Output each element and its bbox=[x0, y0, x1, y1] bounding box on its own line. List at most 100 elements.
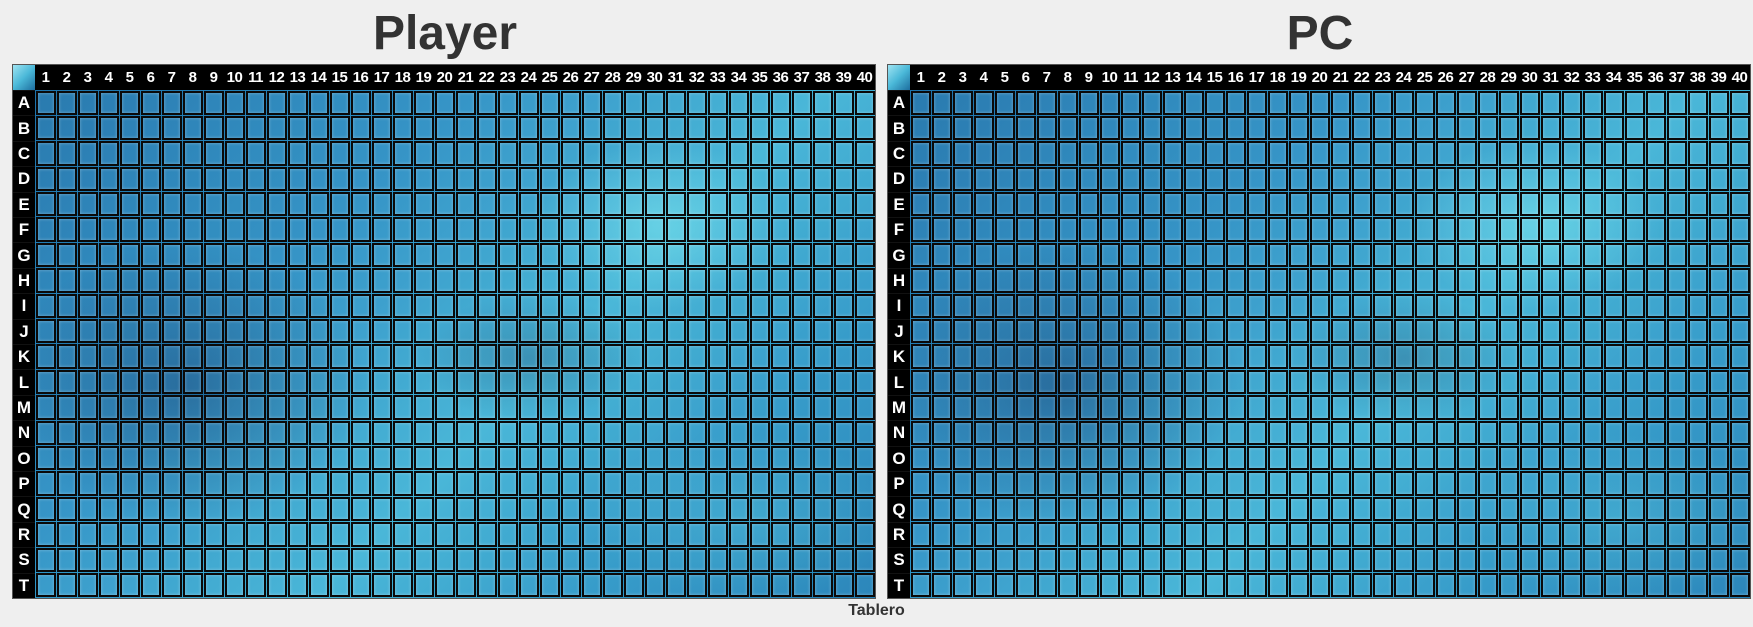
pc-cell-M9[interactable] bbox=[1078, 395, 1099, 420]
player-cell-S23[interactable] bbox=[497, 547, 518, 573]
player-cell-P18[interactable] bbox=[392, 471, 413, 496]
player-cell-L33[interactable] bbox=[707, 369, 728, 395]
player-cell-S2[interactable] bbox=[56, 547, 77, 573]
pc-cell-C40[interactable] bbox=[1729, 141, 1750, 166]
player-cell-F8[interactable] bbox=[182, 217, 203, 242]
player-cell-F14[interactable] bbox=[308, 217, 329, 242]
pc-cell-C29[interactable] bbox=[1498, 141, 1519, 166]
pc-cell-J15[interactable] bbox=[1204, 319, 1225, 344]
player-cell-Q13[interactable] bbox=[287, 496, 308, 522]
player-cell-P30[interactable] bbox=[644, 471, 665, 496]
pc-cell-I25[interactable] bbox=[1414, 293, 1435, 319]
player-cell-Q7[interactable] bbox=[161, 496, 182, 522]
pc-cell-H34[interactable] bbox=[1603, 268, 1624, 293]
pc-cell-J35[interactable] bbox=[1624, 319, 1645, 344]
player-cell-H26[interactable] bbox=[560, 268, 581, 293]
pc-cell-J3[interactable] bbox=[952, 319, 973, 344]
pc-cell-J1[interactable] bbox=[910, 319, 931, 344]
player-cell-L24[interactable] bbox=[518, 369, 539, 395]
player-cell-N12[interactable] bbox=[266, 420, 287, 446]
player-cell-N1[interactable] bbox=[35, 420, 56, 446]
pc-cell-I27[interactable] bbox=[1456, 293, 1477, 319]
player-cell-Q6[interactable] bbox=[140, 496, 161, 522]
pc-cell-K38[interactable] bbox=[1687, 344, 1708, 369]
player-cell-N8[interactable] bbox=[182, 420, 203, 446]
pc-cell-P33[interactable] bbox=[1582, 471, 1603, 496]
pc-cell-K23[interactable] bbox=[1372, 344, 1393, 369]
player-cell-Q16[interactable] bbox=[350, 496, 371, 522]
player-cell-D34[interactable] bbox=[728, 166, 749, 192]
pc-cell-S11[interactable] bbox=[1120, 547, 1141, 573]
pc-cell-L34[interactable] bbox=[1603, 369, 1624, 395]
pc-cell-E39[interactable] bbox=[1708, 192, 1729, 217]
player-cell-B7[interactable] bbox=[161, 115, 182, 141]
pc-cell-T18[interactable] bbox=[1267, 573, 1288, 598]
player-cell-D36[interactable] bbox=[770, 166, 791, 192]
player-cell-E13[interactable] bbox=[287, 192, 308, 217]
pc-cell-D5[interactable] bbox=[994, 166, 1015, 192]
pc-cell-J6[interactable] bbox=[1015, 319, 1036, 344]
pc-cell-G17[interactable] bbox=[1246, 242, 1267, 268]
pc-cell-C25[interactable] bbox=[1414, 141, 1435, 166]
pc-cell-R36[interactable] bbox=[1645, 522, 1666, 547]
player-cell-A27[interactable] bbox=[581, 90, 602, 115]
pc-cell-E18[interactable] bbox=[1267, 192, 1288, 217]
pc-cell-D32[interactable] bbox=[1561, 166, 1582, 192]
pc-cell-D28[interactable] bbox=[1477, 166, 1498, 192]
pc-cell-J9[interactable] bbox=[1078, 319, 1099, 344]
player-cell-I10[interactable] bbox=[224, 293, 245, 319]
player-cell-H8[interactable] bbox=[182, 268, 203, 293]
pc-cell-A7[interactable] bbox=[1036, 90, 1057, 115]
pc-cell-E13[interactable] bbox=[1162, 192, 1183, 217]
pc-cell-J38[interactable] bbox=[1687, 319, 1708, 344]
player-cell-K9[interactable] bbox=[203, 344, 224, 369]
pc-cell-B31[interactable] bbox=[1540, 115, 1561, 141]
player-cell-E9[interactable] bbox=[203, 192, 224, 217]
pc-cell-K12[interactable] bbox=[1141, 344, 1162, 369]
pc-cell-A27[interactable] bbox=[1456, 90, 1477, 115]
pc-cell-J11[interactable] bbox=[1120, 319, 1141, 344]
player-cell-M2[interactable] bbox=[56, 395, 77, 420]
pc-cell-E2[interactable] bbox=[931, 192, 952, 217]
pc-cell-M11[interactable] bbox=[1120, 395, 1141, 420]
player-cell-R22[interactable] bbox=[476, 522, 497, 547]
player-cell-E25[interactable] bbox=[539, 192, 560, 217]
pc-cell-N37[interactable] bbox=[1666, 420, 1687, 446]
pc-cell-N27[interactable] bbox=[1456, 420, 1477, 446]
pc-cell-C14[interactable] bbox=[1183, 141, 1204, 166]
player-cell-K30[interactable] bbox=[644, 344, 665, 369]
player-cell-H2[interactable] bbox=[56, 268, 77, 293]
pc-cell-Q7[interactable] bbox=[1036, 496, 1057, 522]
pc-cell-A32[interactable] bbox=[1561, 90, 1582, 115]
player-cell-L40[interactable] bbox=[854, 369, 875, 395]
player-cell-K7[interactable] bbox=[161, 344, 182, 369]
player-cell-Q37[interactable] bbox=[791, 496, 812, 522]
player-cell-A9[interactable] bbox=[203, 90, 224, 115]
pc-cell-B33[interactable] bbox=[1582, 115, 1603, 141]
pc-cell-G8[interactable] bbox=[1057, 242, 1078, 268]
pc-cell-P36[interactable] bbox=[1645, 471, 1666, 496]
pc-cell-L35[interactable] bbox=[1624, 369, 1645, 395]
pc-cell-H11[interactable] bbox=[1120, 268, 1141, 293]
player-cell-D2[interactable] bbox=[56, 166, 77, 192]
player-cell-D7[interactable] bbox=[161, 166, 182, 192]
player-cell-A4[interactable] bbox=[98, 90, 119, 115]
player-cell-K37[interactable] bbox=[791, 344, 812, 369]
player-cell-H19[interactable] bbox=[413, 268, 434, 293]
player-cell-I23[interactable] bbox=[497, 293, 518, 319]
pc-cell-S39[interactable] bbox=[1708, 547, 1729, 573]
pc-cell-T15[interactable] bbox=[1204, 573, 1225, 598]
pc-cell-Q23[interactable] bbox=[1372, 496, 1393, 522]
pc-cell-A28[interactable] bbox=[1477, 90, 1498, 115]
player-cell-B38[interactable] bbox=[812, 115, 833, 141]
player-cell-M17[interactable] bbox=[371, 395, 392, 420]
pc-cell-E40[interactable] bbox=[1729, 192, 1750, 217]
pc-cell-R9[interactable] bbox=[1078, 522, 1099, 547]
player-cell-B32[interactable] bbox=[686, 115, 707, 141]
pc-cell-P18[interactable] bbox=[1267, 471, 1288, 496]
player-cell-S28[interactable] bbox=[602, 547, 623, 573]
pc-cell-N17[interactable] bbox=[1246, 420, 1267, 446]
pc-cell-L19[interactable] bbox=[1288, 369, 1309, 395]
player-cell-J22[interactable] bbox=[476, 319, 497, 344]
player-cell-J13[interactable] bbox=[287, 319, 308, 344]
